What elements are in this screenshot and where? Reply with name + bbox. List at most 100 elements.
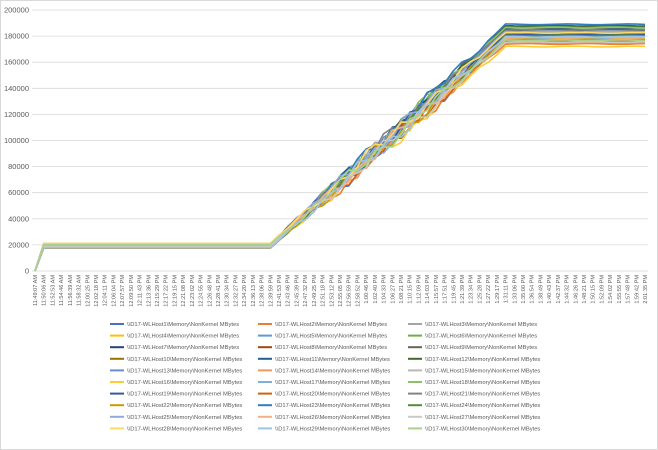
x-tick-label: 1:04:33 PM [382, 275, 388, 304]
x-tick-label: 1:46:26 PM [573, 275, 579, 304]
x-tick-label: 12:36:13 PM [251, 275, 257, 307]
x-tick-label: 1:44:32 PM [565, 275, 571, 304]
y-tick-label: 140000 [4, 84, 29, 93]
x-tick-label: 12:21:08 PM [181, 275, 187, 307]
legend-label: \\D17-WLHost26\Memory\NonKernel MBytes [275, 415, 390, 421]
x-tick-label: 12:45:39 PM [294, 275, 300, 307]
x-tick-label: 12:58:52 PM [355, 275, 361, 307]
series-line [34, 25, 645, 272]
series-line [34, 36, 646, 272]
x-tick-label: 12:55:05 PM [338, 275, 344, 307]
series-line [34, 36, 646, 272]
legend-label: \\D17-WLHost2\Memory\NonKernel MBytes [275, 322, 387, 328]
legend-label: \\D17-WLHost28\Memory\NonKernel MBytes [127, 426, 242, 432]
x-tick-label: 1:17:51 PM [443, 275, 449, 304]
x-tick-label: 12:06:04 PM [111, 275, 117, 307]
x-tick-label: 12:34:20 PM [242, 275, 248, 307]
x-tick-label: 1:02:40 PM [373, 275, 379, 304]
series-line [34, 42, 646, 272]
x-tick-label: 1:29:17 PM [495, 275, 501, 304]
series-line [34, 29, 646, 272]
x-tick-label: 1:40:43 PM [547, 275, 553, 304]
series-line [34, 27, 646, 272]
series-line [34, 40, 646, 272]
legend-label: \\D17-WLHost15\Memory\NonKernel MBytes [425, 368, 540, 374]
series-line [34, 45, 646, 272]
x-tick-label: 12:19:15 PM [172, 275, 178, 307]
legend-label: \\D17-WLHost30\Memory\NonKernel MBytes [425, 426, 540, 432]
legend-label: \\D17-WLHost8\Memory\NonKernel MBytes [275, 345, 387, 351]
x-tick-label: 2:01:35 PM [643, 275, 649, 304]
legend-label: \\D17-WLHost6\Memory\NonKernel MBytes [425, 334, 537, 340]
x-tick-label: 1:19:45 PM [451, 275, 457, 304]
x-tick-label: 12:13:36 PM [146, 275, 152, 307]
legend-label: \\D17-WLHost23\Memory\NonKernel MBytes [275, 403, 390, 409]
x-tick-label: 11:49:07 AM [33, 275, 39, 306]
x-tick-label: 12:26:48 PM [207, 275, 213, 307]
series-line [34, 39, 646, 272]
x-tick-label: 11:50:06 AM [42, 275, 48, 306]
x-tick-label: 12:23:02 PM [190, 275, 196, 307]
legend-label: \\D17-WLHost13\Memory\NonKernel MBytes [127, 368, 242, 374]
x-tick-label: 12:11:43 PM [138, 275, 144, 307]
x-tick-label: 11:56:39 AM [68, 275, 74, 306]
legend-label: \\D17-WLHost11\Memory\NonKernel MBytes [275, 357, 390, 363]
series-line [34, 32, 646, 272]
x-tick-label: 1:33:06 PM [512, 275, 518, 304]
x-tick-label: 1:48:21 PM [582, 275, 588, 304]
legend-label: \\D17-WLHost25\Memory\NonKernel MBytes [127, 415, 242, 421]
y-tick-label: 80000 [8, 162, 29, 171]
x-tick-label: 12:15:29 PM [155, 275, 161, 307]
x-tick-label: 11:54:46 AM [59, 275, 65, 306]
series-line [34, 38, 646, 272]
series-line [34, 34, 646, 272]
x-tick-label: 12:32:27 PM [233, 275, 239, 307]
y-tick-label: 40000 [8, 214, 29, 223]
x-tick-label: 12:41:53 PM [277, 275, 283, 307]
legend-label: \\D17-WLHost21\Memory\NonKernel MBytes [425, 392, 540, 398]
legend-label: \\D17-WLHost9\Memory\NonKernel MBytes [425, 345, 537, 351]
legend-label: \\D17-WLHost27\Memory\NonKernel MBytes [425, 415, 540, 421]
x-tick-label: 12:39:59 PM [268, 275, 274, 307]
legend-label: \\D17-WLHost19\Memory\NonKernel MBytes [127, 392, 242, 398]
x-tick-label: 12:02:18 PM [94, 275, 100, 307]
x-tick-label: 12:51:18 PM [321, 275, 327, 307]
x-tick-label: 12:24:55 PM [199, 275, 205, 307]
series-line [34, 23, 646, 272]
y-tick-label: 60000 [8, 188, 29, 197]
x-tick-label: 11:52:53 AM [50, 275, 56, 306]
x-tick-label: 1:12:09 PM [416, 275, 422, 304]
x-tick-label: 1:59:42 PM [634, 275, 640, 304]
legend-label: \\D17-WLHost14\Memory\NonKernel MBytes [275, 368, 390, 374]
x-tick-label: 1:25:28 PM [477, 275, 483, 304]
x-tick-label: 12:17:22 PM [164, 275, 170, 307]
x-tick-label: 12:49:25 PM [312, 275, 318, 307]
legend: \\D17-WLHost1\Memory\NonKernel MBytes \\D… [110, 322, 540, 432]
x-tick-label: 1:42:37 PM [556, 275, 562, 304]
x-tick-label: 12:38:06 PM [260, 275, 266, 307]
series-line [34, 30, 646, 272]
x-tick-label: 1:15:57 PM [434, 275, 440, 304]
x-tick-label: 1:08:21 PM [399, 275, 405, 304]
x-tick-label: 11:58:32 AM [77, 275, 83, 306]
x-tick-label: 1:00:46 PM [364, 275, 370, 304]
legend-label: \\D17-WLHost16\Memory\NonKernel MBytes [127, 380, 242, 386]
x-tick-label: 1:21:39 PM [460, 275, 466, 304]
gridlines [32, 9, 648, 272]
x-tick-label: 1:14:03 PM [425, 275, 431, 304]
series-line [34, 28, 646, 272]
series-line [34, 38, 646, 272]
series-line [34, 37, 646, 272]
legend-label: \\D17-WLHost20\Memory\NonKernel MBytes [275, 392, 390, 398]
x-tick-label: 1:52:09 PM [599, 275, 605, 304]
x-tick-label: 12:09:50 PM [129, 275, 135, 307]
x-tick-label: 1:55:55 PM [617, 275, 623, 304]
x-tick-label: 12:47:32 PM [303, 275, 309, 307]
y-tick-label: 0 [25, 267, 29, 276]
x-tick-label: 12:30:34 PM [225, 275, 231, 307]
series-line [34, 39, 646, 272]
series-line [34, 26, 646, 272]
x-tick-label: 1:38:49 PM [538, 275, 544, 304]
y-tick-label: 180000 [4, 32, 29, 41]
legend-label: \\D17-WLHost12\Memory\NonKernel MBytes [425, 357, 540, 363]
